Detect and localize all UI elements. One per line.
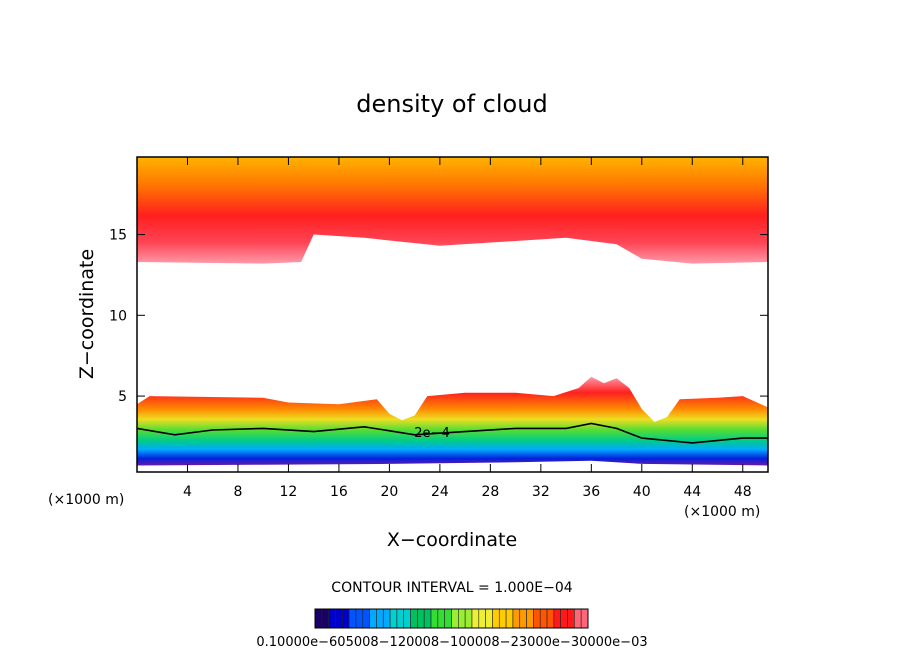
x-tick-label: 48 [734, 484, 752, 500]
colorbar-swatch [560, 608, 568, 629]
colorbar-swatch [369, 608, 377, 629]
colorbar-swatch [382, 608, 391, 629]
x-tick-label: 44 [683, 484, 701, 500]
x-tick-label: 24 [431, 484, 449, 500]
colorbar-swatch [321, 608, 329, 629]
colorbar-swatch [492, 608, 500, 629]
colorbar-swatch [355, 608, 364, 629]
colorbar-swatch [328, 608, 336, 629]
y-tick-label: 10 [109, 308, 127, 324]
colorbar-swatch [314, 608, 323, 629]
x-tick-label: 32 [532, 484, 550, 500]
colorbar-swatch [437, 608, 445, 629]
colorbar [314, 608, 589, 629]
colorbar-swatch [389, 608, 398, 629]
contour-interval-text: CONTOUR INTERVAL = 1.000E−04 [331, 580, 572, 596]
x-axis-label: X−coordinate [387, 529, 517, 551]
contour-line-2e-4 [137, 422, 768, 444]
x-unit-right: (×1000 m) [684, 504, 760, 520]
colorbar-swatch [478, 608, 486, 629]
colorbar-swatch [533, 608, 541, 629]
colorbar-swatch [512, 608, 521, 629]
plot-frame [136, 156, 769, 473]
y-tick-label: 15 [109, 228, 127, 244]
colorbar-swatch [451, 608, 459, 629]
colorbar-swatch [464, 608, 473, 629]
colorbar-swatch [458, 608, 466, 629]
colorbar-swatch [362, 608, 370, 629]
colorbar-swatch [485, 608, 493, 629]
colorbar-swatch [553, 608, 561, 629]
x-tick-label: 4 [183, 484, 192, 500]
colorbar-swatch [505, 608, 514, 629]
x-unit-left: (×1000 m) [48, 492, 124, 508]
contour-label: 2e−4 [414, 426, 449, 441]
lower-cloud-layer [137, 376, 768, 466]
plot-area: 2e−4 [136, 156, 769, 473]
colorbar-swatch [471, 608, 480, 629]
colorbar-swatch [423, 608, 432, 629]
colorbar-swatch [410, 608, 418, 629]
x-tick-label: 28 [481, 484, 499, 500]
x-tick-label: 40 [633, 484, 651, 500]
colorbar-swatch [341, 608, 350, 629]
colorbar-swatch [444, 608, 452, 629]
colorbar-swatch [574, 608, 582, 629]
colorbar-swatch [539, 608, 548, 629]
x-tick-label: 16 [330, 484, 348, 500]
colorbar-swatch [335, 608, 343, 629]
x-axis: 4 8 12 16 20 24 28 32 36 40 44 48 [183, 157, 752, 500]
colorbar-swatch [403, 608, 411, 629]
colorbar-swatch [580, 608, 589, 629]
colorbar-swatch [567, 608, 575, 629]
colorbar-swatch [526, 608, 534, 629]
colorbar-frame [314, 608, 589, 629]
y-axis-label: Z−coordinate [76, 249, 98, 379]
colorbar-swatch [498, 608, 507, 629]
x-tick-label: 8 [233, 484, 242, 500]
upper-cloud-layer [137, 157, 768, 264]
colorbar-labels: 0.10000e−605008−120008−100008−23000e−300… [256, 635, 647, 650]
chart-title: density of cloud [356, 90, 547, 118]
colorbar-swatch [396, 608, 405, 629]
colorbar-swatch [376, 608, 384, 629]
x-tick-label: 36 [582, 484, 600, 500]
x-tick-label: 20 [380, 484, 398, 500]
colorbar-swatch [430, 608, 439, 629]
x-tick-label: 12 [280, 484, 298, 500]
colorbar-swatch [348, 608, 357, 629]
colorbar-swatch [546, 608, 555, 629]
colorbar-swatch [519, 608, 527, 629]
colorbar-swatch [417, 608, 425, 629]
y-axis: 5 10 15 [109, 228, 768, 405]
y-tick-label: 5 [118, 389, 127, 405]
